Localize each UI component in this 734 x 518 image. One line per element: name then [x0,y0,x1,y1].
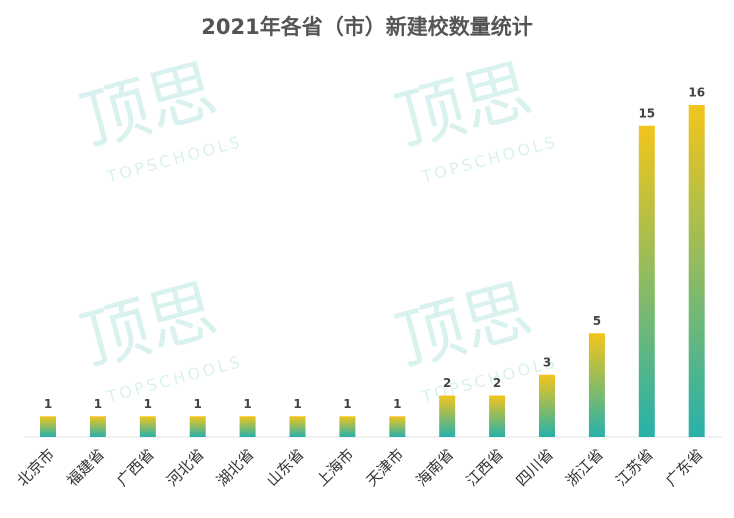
bar [588,333,605,437]
x-tick-label: 山东省 [263,445,308,490]
bar [139,416,156,437]
x-tick-label: 河北省 [163,445,208,490]
x-tick-label: 福建省 [63,445,108,490]
bar [89,416,106,437]
value-label: 15 [638,106,655,120]
x-tick-label: 上海市 [313,445,358,490]
value-label: 2 [443,376,451,390]
x-tick-label: 湖北省 [213,445,258,490]
bar [638,125,655,437]
chart-title: 2021年各省（市）新建校数量统计 [201,15,532,39]
x-tick-label: 四川省 [512,445,557,490]
x-tick-label: 天津市 [363,445,408,490]
x-tick-label: 海南省 [413,445,458,490]
value-label: 1 [194,397,202,411]
value-label: 1 [393,397,401,411]
value-label: 3 [543,355,551,369]
bar [688,105,705,437]
value-label: 1 [343,397,351,411]
value-label: 1 [243,397,251,411]
bar [489,395,506,437]
value-label: 5 [593,314,601,328]
bar [189,416,206,437]
x-tick-label: 广东省 [662,445,707,490]
bar [239,416,256,437]
value-label: 1 [94,397,102,411]
bar [539,374,555,437]
bar [389,416,406,437]
x-tick-label: 江苏省 [612,445,657,490]
value-label: 1 [144,397,152,411]
bar [339,416,356,437]
bar [439,395,456,437]
value-label: 16 [688,86,705,100]
value-label: 1 [293,397,301,411]
x-tick-label: 北京市 [13,445,58,490]
value-label: 1 [44,397,52,411]
x-tick-label: 江西省 [463,445,508,490]
x-tick-label: 浙江省 [562,445,607,490]
value-label: 2 [493,376,501,390]
bar [40,416,56,437]
bar [289,416,306,437]
x-tick-label: 广西省 [113,445,158,490]
